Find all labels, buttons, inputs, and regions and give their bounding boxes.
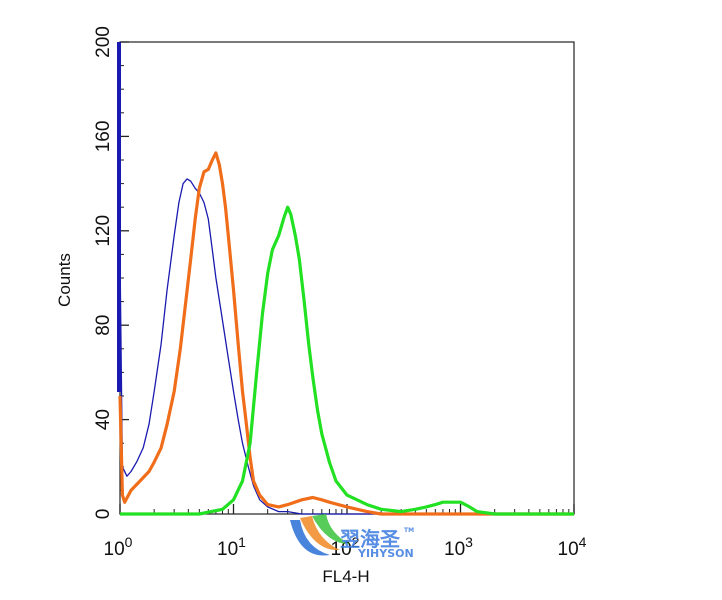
x-tick-exponent: 1 <box>238 534 246 550</box>
x-tick-exponent: 3 <box>465 534 473 550</box>
watermark-logo: 翌海圣 YIHYSON TM <box>290 514 414 560</box>
series-layer <box>118 151 574 516</box>
y-tick-label: 200 <box>93 26 114 58</box>
y-tick-label: 160 <box>93 121 114 153</box>
x-tick-base: 10 <box>558 539 579 560</box>
watermark-swoosh-orange <box>300 516 340 551</box>
x-tick-base: 10 <box>104 539 125 560</box>
x-tick-label: 100 <box>104 534 133 560</box>
watermark-swoosh-blue <box>290 520 330 556</box>
x-axis-title: FL4-H <box>322 567 369 586</box>
x-axis-ticks: 100 101 102 103 104 <box>104 504 587 560</box>
y-axis-baseline-bar <box>117 42 121 392</box>
watermark-swoosh-green <box>312 514 350 545</box>
y-axis-title: Counts <box>55 253 74 307</box>
y-tick-label: 0 <box>93 509 114 520</box>
y-axis-ticks: 0 40 80 120 160 200 <box>93 26 129 519</box>
x-tick-label: 102 <box>331 534 360 560</box>
y-tick-label: 40 <box>93 409 114 430</box>
x-tick-base: 10 <box>217 539 238 560</box>
x-tick-exponent: 4 <box>579 534 587 550</box>
x-tick-exponent: 2 <box>352 534 360 550</box>
y-tick-label: 120 <box>93 215 114 247</box>
series-line-1 <box>119 178 461 515</box>
y-tick-label: 80 <box>93 315 114 336</box>
x-tick-base: 10 <box>331 539 352 560</box>
series-line-2 <box>118 151 574 516</box>
x-tick-exponent: 0 <box>125 534 133 550</box>
series-line-3 <box>120 205 574 516</box>
watermark-brand-cn: 翌海圣 <box>340 527 401 551</box>
watermark-brand-en: YIHYSON <box>357 547 414 560</box>
watermark-tm: TM <box>404 527 414 534</box>
x-tick-label: 103 <box>444 534 473 560</box>
x-tick-base: 10 <box>444 539 465 560</box>
x-tick-label: 104 <box>558 534 587 560</box>
x-tick-label: 101 <box>217 534 246 560</box>
